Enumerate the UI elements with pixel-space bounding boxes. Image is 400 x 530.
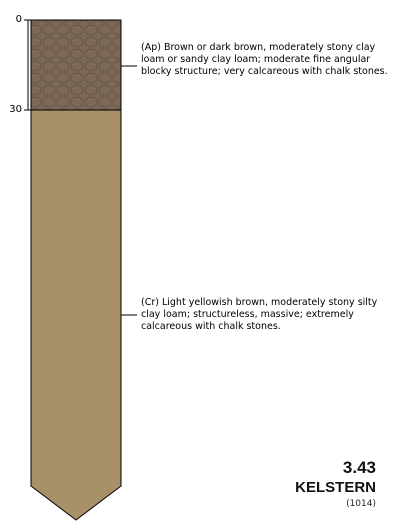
horizon-cr-description: (Cr) Light yellowish brown, moderately s… [141,297,378,333]
depth-label-30: 30 [9,104,22,115]
horizon-ap-outline [30,19,122,111]
horizon-ap-stone-pattern [31,20,121,110]
soil-code: 3.43 [342,458,376,477]
horizon-cr-layer [30,109,122,521]
soil-name: KELSTERN [295,479,376,496]
soil-reference: (1014) [346,499,376,509]
horizon-ap-description: (Ap) Brown or dark brown, moderately sto… [141,42,388,78]
depth-label-0: 0 [15,14,22,25]
